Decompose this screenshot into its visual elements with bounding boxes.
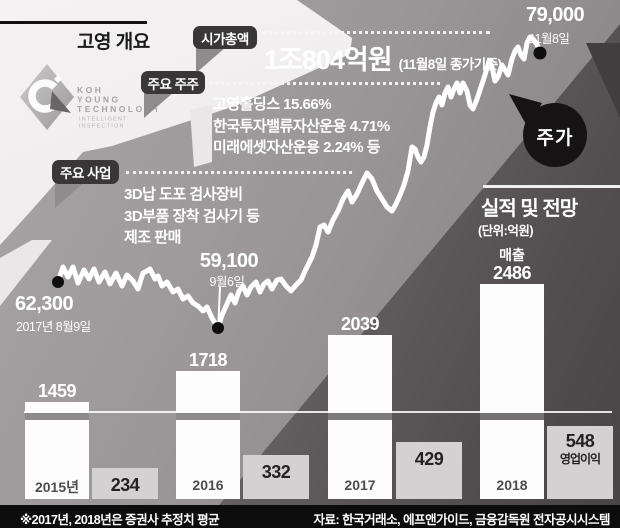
revenue-bar-break — [176, 413, 240, 420]
bar-year-label: 2017 — [344, 477, 376, 493]
revenue-value-label: 1718 — [188, 350, 228, 370]
profit-value-label: 429 — [414, 449, 444, 469]
bar-year-label: 2015년 — [34, 479, 80, 495]
bar-year-label: 2016 — [192, 477, 224, 493]
revenue-bar-break — [480, 413, 544, 420]
revenue-bar — [480, 284, 544, 499]
footer-bar — [0, 505, 620, 528]
profit-value-label: 234 — [110, 475, 140, 495]
revenue-value-label: 2039 — [340, 314, 380, 334]
profit-value-label: 548 — [565, 431, 595, 451]
performance-rule — [483, 185, 620, 188]
bar-baseline-gridline — [24, 411, 612, 413]
bar-year-label: 2018 — [496, 477, 528, 493]
profit-bar — [92, 468, 158, 499]
profit-bar — [243, 455, 309, 499]
profit-value-label: 332 — [261, 462, 291, 482]
revenue-value-label: 2486 — [492, 263, 532, 283]
footer-source: 자료: 한국거래소, 에프앤가이드, 금융감독원 전자공시시스템 — [313, 513, 610, 527]
title-rule — [0, 21, 147, 24]
profit-bar — [547, 426, 613, 499]
revenue-value-label: 1459 — [37, 381, 77, 401]
profit-bar — [396, 442, 462, 499]
stock-bubble-label: 주가 — [536, 128, 574, 149]
stock-end-price: 79,000 — [526, 4, 585, 26]
revenue-bar-break — [25, 413, 89, 420]
profit-series-label: 영업이익 — [559, 452, 601, 466]
market-cap-leader-line — [262, 31, 490, 34]
revenue-bar — [176, 371, 240, 499]
footer-note: ※2017년, 2018년은 증권사 추정치 평균 — [20, 513, 220, 527]
revenue-bar-break — [328, 413, 392, 420]
revenue-series-label: 매출 — [499, 247, 525, 263]
